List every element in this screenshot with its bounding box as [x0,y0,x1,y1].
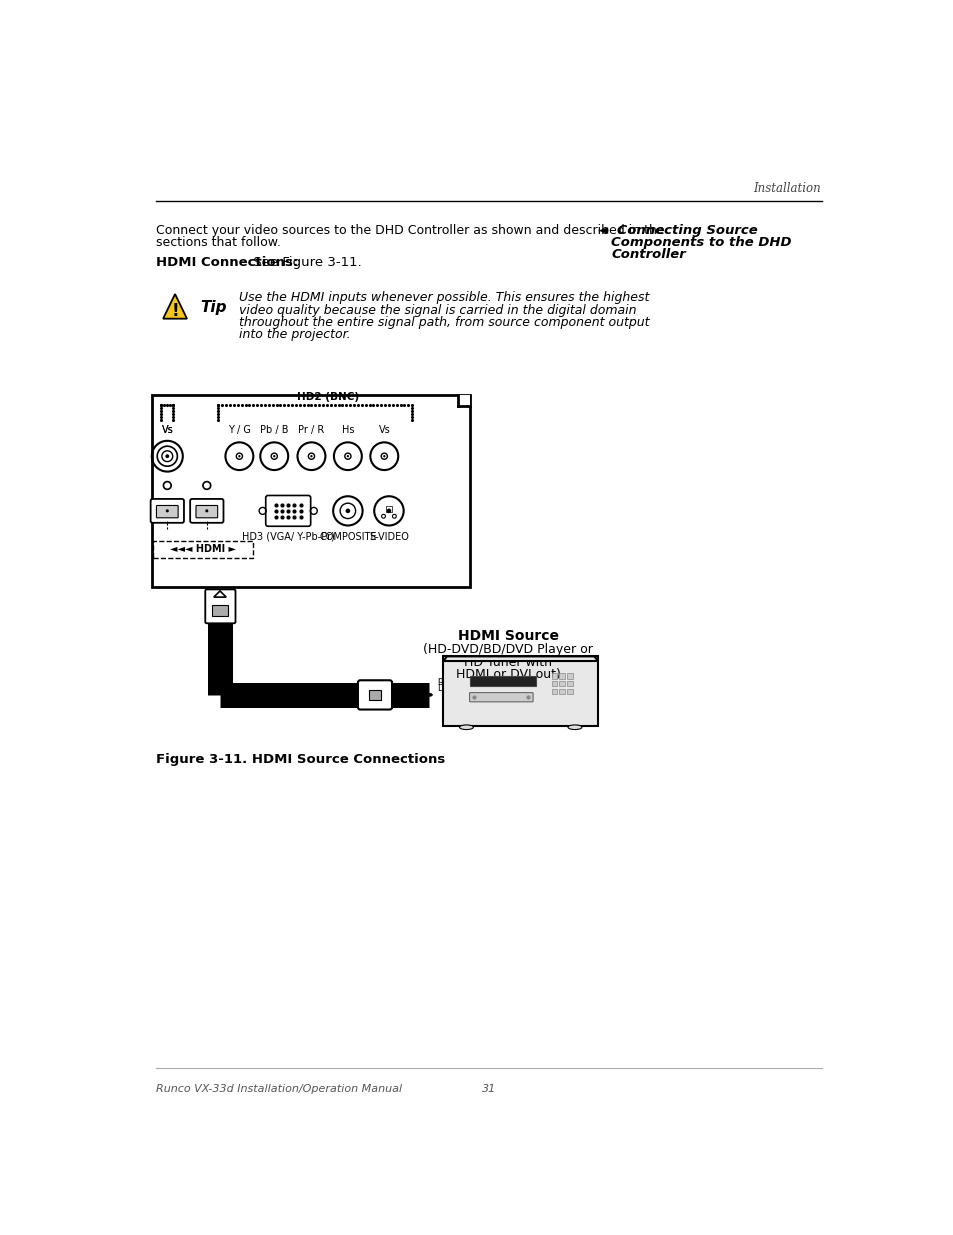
Text: Components to the DHD: Components to the DHD [611,236,791,249]
Text: Figure 3-11. HDMI Source Connections: Figure 3-11. HDMI Source Connections [155,752,444,766]
Text: throughout the entire signal path, from source component output: throughout the entire signal path, from … [239,316,649,329]
Ellipse shape [567,725,581,730]
Circle shape [310,454,313,457]
Text: COMPOSITE: COMPOSITE [319,531,376,542]
Circle shape [345,509,350,514]
Text: Connect your video sources to the DHD Controller as shown and described in the: Connect your video sources to the DHD Co… [155,224,663,237]
FancyBboxPatch shape [266,495,311,526]
Text: Use the HDMI inputs whenever possible. This ensures the highest: Use the HDMI inputs whenever possible. T… [239,291,649,304]
Bar [567,680,572,687]
Text: into the projector.: into the projector. [239,329,351,341]
Bar [558,673,564,679]
Text: S-VIDEO: S-VIDEO [369,531,409,542]
Bar [551,680,557,687]
Bar [567,673,572,679]
Bar [558,689,564,694]
Text: HD2 (BNC): HD2 (BNC) [297,393,359,403]
Circle shape [346,454,349,457]
FancyBboxPatch shape [469,693,533,701]
Text: !: ! [171,301,178,320]
Text: Pr / R: Pr / R [298,425,324,436]
Text: Pb / B: Pb / B [260,425,288,436]
Text: HDMI or DVI out): HDMI or DVI out) [456,668,560,680]
Circle shape [383,454,385,457]
Text: Y / G: Y / G [228,425,251,436]
Bar [212,605,228,615]
Circle shape [166,509,169,513]
Text: Runco VX-33d Installation/Operation Manual: Runco VX-33d Installation/Operation Manu… [155,1084,401,1094]
Bar [443,656,598,726]
Bar [152,541,253,558]
FancyBboxPatch shape [156,505,178,517]
Polygon shape [213,592,226,597]
Bar [369,690,381,699]
Text: ◄  Connecting Source: ◄ Connecting Source [598,224,757,237]
Bar [152,395,469,587]
Text: D: D [436,684,443,693]
Text: HDMI Source: HDMI Source [457,630,558,643]
Bar [470,676,536,687]
Text: HD Tuner with: HD Tuner with [464,656,552,668]
Circle shape [165,454,169,458]
FancyBboxPatch shape [195,505,217,517]
Circle shape [238,454,240,457]
Text: (HD-DVD/BD/DVD Player or: (HD-DVD/BD/DVD Player or [423,643,593,656]
Text: HDMI Connections:: HDMI Connections: [155,256,297,269]
Text: p: p [436,677,442,685]
Bar [457,395,469,406]
Circle shape [386,509,391,514]
Text: Vs: Vs [378,425,390,436]
Bar [558,680,564,687]
Text: Vs: Vs [161,425,173,436]
Text: video quality because the signal is carried in the digital domain: video quality because the signal is carr… [239,304,637,316]
FancyBboxPatch shape [205,589,235,624]
Text: HD3 (VGA/ Y-Pb-Pr): HD3 (VGA/ Y-Pb-Pr) [241,531,335,542]
Bar [567,689,572,694]
Bar [385,506,392,513]
FancyBboxPatch shape [151,499,184,522]
Polygon shape [443,656,598,661]
Bar [551,689,557,694]
FancyBboxPatch shape [357,680,392,710]
Circle shape [205,509,208,513]
Text: ◄◄◄ HDMI ►: ◄◄◄ HDMI ► [170,545,235,555]
Text: Installation: Installation [752,182,820,195]
Text: Vs: Vs [161,425,173,436]
Bar [551,673,557,679]
Text: Tip: Tip [200,300,227,315]
Text: Hs: Hs [341,425,354,436]
Text: Controller: Controller [611,248,685,262]
Text: 31: 31 [481,1084,496,1094]
Ellipse shape [459,725,473,730]
Text: See Figure 3-11.: See Figure 3-11. [249,256,361,269]
FancyBboxPatch shape [190,499,223,522]
Polygon shape [163,294,187,319]
Text: sections that follow.: sections that follow. [155,236,280,249]
Circle shape [273,454,275,457]
